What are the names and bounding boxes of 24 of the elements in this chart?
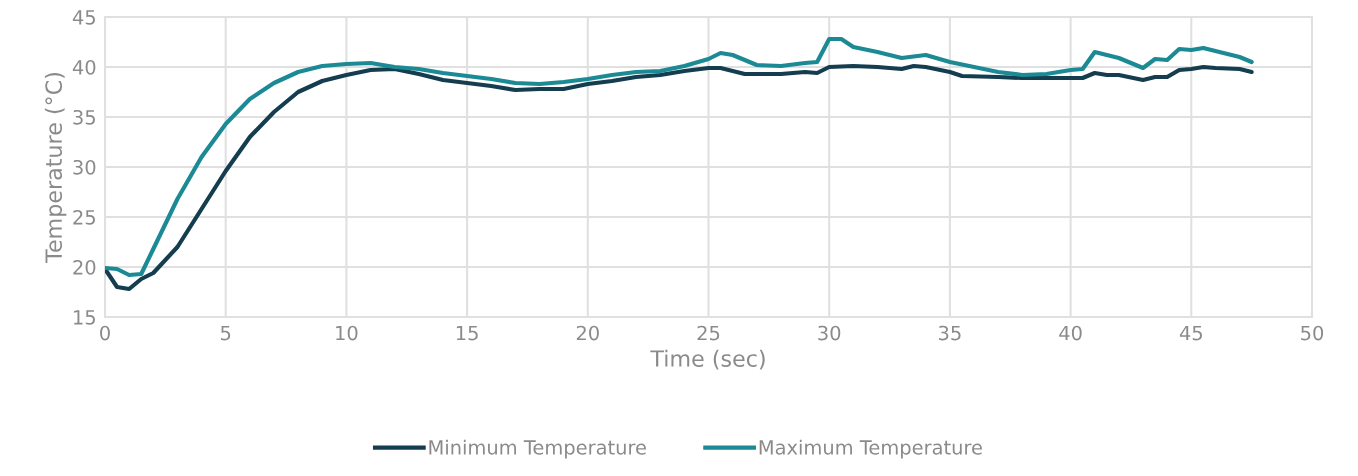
x-tick-label: 20 bbox=[576, 325, 599, 341]
legend-label: Maximum Temperature bbox=[759, 439, 982, 459]
y-tick-label: 20 bbox=[73, 259, 96, 275]
y-tick-label: 35 bbox=[73, 109, 95, 125]
x-tick-label: 35 bbox=[939, 325, 961, 341]
x-tick-label: 15 bbox=[456, 325, 478, 341]
y-tick-label: 25 bbox=[73, 209, 95, 225]
legend-label: Minimum Temperature bbox=[429, 439, 646, 459]
y-tick-label: 45 bbox=[72, 10, 95, 25]
y-tick-label: 15 bbox=[74, 310, 95, 325]
y-tick-label: 30 bbox=[73, 159, 96, 175]
line-series bbox=[105, 63, 1254, 292]
y-axis-title: Temperature (°C) bbox=[44, 73, 67, 263]
x-tick-label: 0 bbox=[100, 325, 110, 341]
x-tick-label: 45 bbox=[1179, 325, 1202, 341]
x-tick-label: 30 bbox=[818, 325, 841, 341]
y-tick-label: 40 bbox=[72, 59, 96, 75]
x-tick-label: 5 bbox=[221, 325, 231, 341]
x-tick-label: 10 bbox=[336, 325, 358, 341]
line-series bbox=[105, 36, 1254, 278]
x-axis-title: Time (sec) bbox=[650, 349, 765, 370]
x-tick-label: 40 bbox=[1059, 325, 1082, 341]
x-tick-label: 50 bbox=[1301, 325, 1324, 341]
x-tick-label: 25 bbox=[697, 325, 720, 341]
